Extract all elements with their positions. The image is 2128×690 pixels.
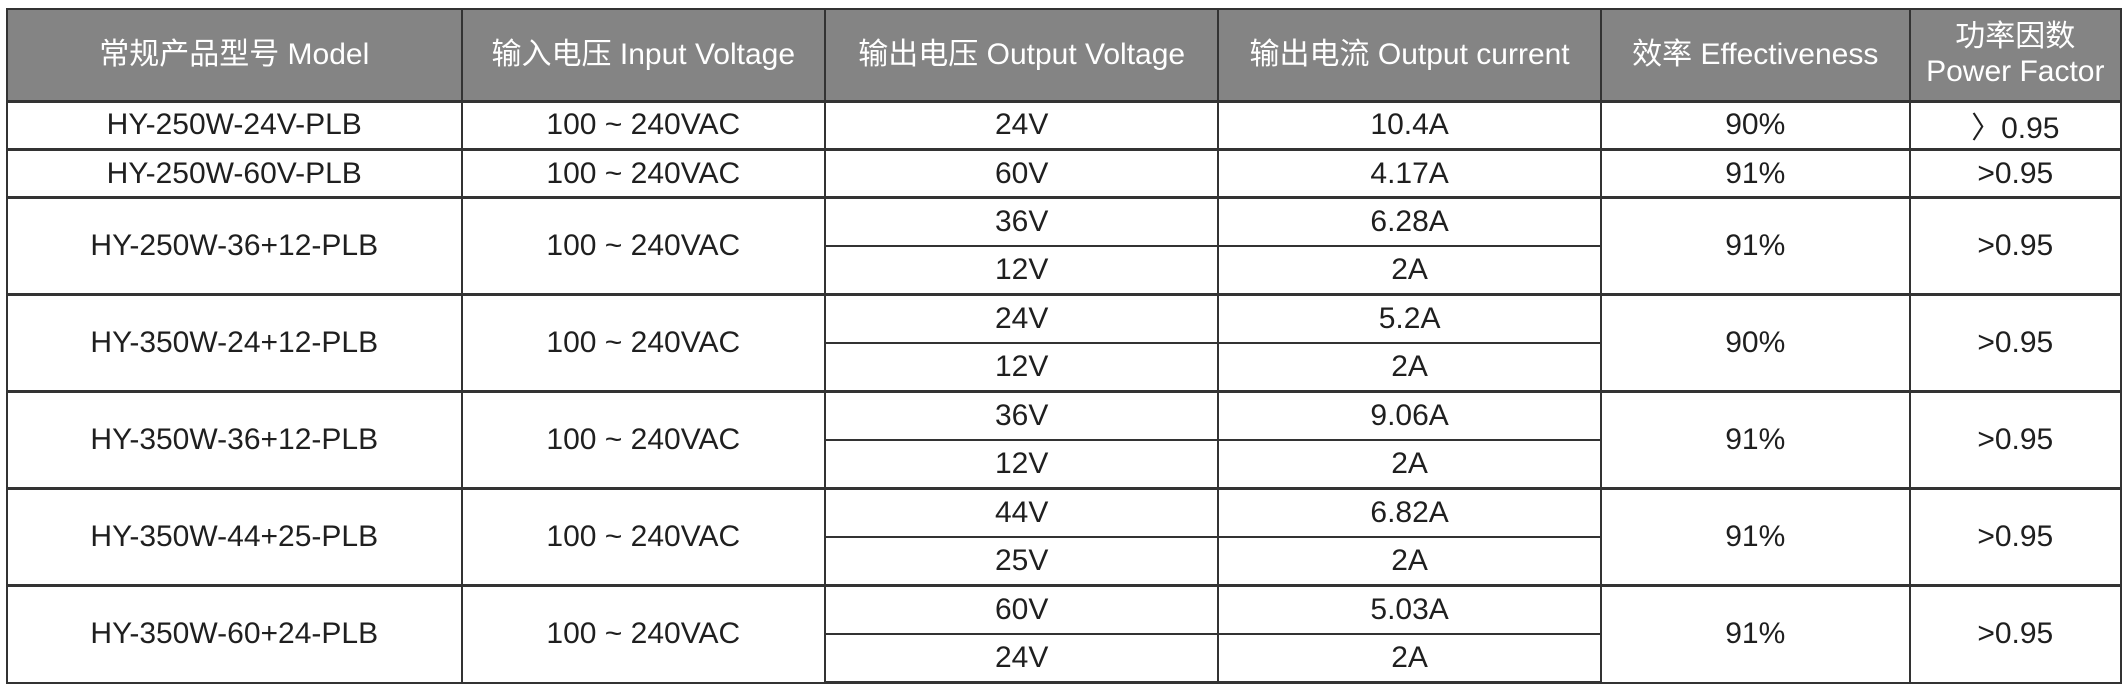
table-body: HY-250W-24V-PLB 100 ~ 240VAC 24V 10.4A 9… xyxy=(6,99,2123,684)
cell-input-voltage: 100 ~ 240VAC xyxy=(460,584,827,684)
spec-table-container: 常规产品型号 Model 输入电压 Input Voltage 输出电压 Out… xyxy=(6,8,2123,684)
cell-model: HY-250W-24V-PLB xyxy=(6,99,463,151)
cell-power-factor: 〉0.95 xyxy=(1908,99,2123,151)
table-row: HY-350W-24+12-PLB 100 ~ 240VAC 24V 5.2A … xyxy=(6,293,2123,393)
cell-effectiveness: 91% xyxy=(1599,390,1911,490)
cell-model: HY-350W-24+12-PLB xyxy=(6,293,463,393)
cell-output-current: 2A xyxy=(1217,245,1602,296)
cell-output-current: 2A xyxy=(1217,439,1602,490)
header-model: 常规产品型号 Model xyxy=(6,8,463,102)
cell-output-current: 6.28A xyxy=(1217,196,1602,248)
header-row: 常规产品型号 Model 输入电压 Input Voltage 输出电压 Out… xyxy=(6,8,2123,102)
cell-output-voltage: 24V xyxy=(824,293,1220,345)
header-output-current: 输出电流 Output current xyxy=(1217,8,1602,102)
cell-power-factor: >0.95 xyxy=(1908,390,2123,490)
cell-power-factor: >0.95 xyxy=(1908,487,2123,587)
cell-output-current: 5.2A xyxy=(1217,293,1602,345)
cell-output-current: 2A xyxy=(1217,342,1602,393)
cell-output-voltage: 12V xyxy=(824,245,1220,296)
cell-output-voltage: 24V xyxy=(824,632,1220,684)
cell-output-current: 10.4A xyxy=(1217,99,1602,151)
cell-input-voltage: 100 ~ 240VAC xyxy=(460,147,827,199)
table-subrow: 25V 2A xyxy=(7,536,2121,587)
cell-output-voltage: 12V xyxy=(824,342,1220,393)
cell-input-voltage: 100 ~ 240VAC xyxy=(460,390,827,490)
table-subrow: 12V 2A xyxy=(7,439,2121,490)
cell-output-current: 2A xyxy=(1217,536,1602,587)
cell-output-current: 4.17A xyxy=(1217,147,1602,199)
table-row: HY-350W-44+25-PLB 100 ~ 240VAC 44V 6.82A… xyxy=(6,487,2123,587)
cell-model: HY-350W-60+24-PLB xyxy=(6,584,463,684)
table-header: 常规产品型号 Model 输入电压 Input Voltage 输出电压 Out… xyxy=(6,8,2123,102)
cell-input-voltage: 100 ~ 240VAC xyxy=(460,196,827,296)
table-subrow: 24V 2A xyxy=(7,632,2121,684)
table-subrow: 12V 2A xyxy=(7,245,2121,296)
cell-output-current: 9.06A xyxy=(1217,390,1602,442)
cell-output-current: 5.03A xyxy=(1217,584,1602,635)
cell-effectiveness: 91% xyxy=(1599,196,1911,296)
cell-power-factor: >0.95 xyxy=(1908,584,2123,684)
cell-output-voltage: 36V xyxy=(824,390,1220,442)
table-row: HY-250W-36+12-PLB 100 ~ 240VAC 36V 6.28A… xyxy=(6,196,2123,296)
cell-power-factor: >0.95 xyxy=(1908,293,2123,393)
header-power-factor-zh: 功率因数 xyxy=(1955,20,2076,54)
cell-output-voltage: 44V xyxy=(824,487,1220,539)
cell-model: HY-350W-44+25-PLB xyxy=(6,487,463,587)
header-power-factor-en: Power Factor xyxy=(1926,54,2105,88)
table-subrow: 12V 2A xyxy=(7,342,2121,393)
power-supply-spec-table: 常规产品型号 Model 输入电压 Input Voltage 输出电压 Out… xyxy=(6,8,2123,684)
table-row: HY-250W-24V-PLB 100 ~ 240VAC 24V 10.4A 9… xyxy=(6,99,2123,151)
header-input-voltage: 输入电压 Input Voltage xyxy=(460,8,827,102)
cell-model: HY-350W-36+12-PLB xyxy=(6,390,463,490)
cell-input-voltage: 100 ~ 240VAC xyxy=(460,99,827,151)
header-output-voltage: 输出电压 Output Voltage xyxy=(824,8,1220,102)
cell-output-voltage: 60V xyxy=(824,147,1220,199)
cell-effectiveness: 91% xyxy=(1599,584,1911,684)
cell-model: HY-250W-60V-PLB xyxy=(6,147,463,199)
cell-power-factor: >0.95 xyxy=(1908,147,2123,199)
cell-output-voltage: 60V xyxy=(824,584,1220,635)
header-effectiveness: 效率 Effectiveness xyxy=(1599,8,1911,102)
cell-effectiveness: 90% xyxy=(1599,99,1911,151)
cell-output-current: 6.82A xyxy=(1217,487,1602,539)
cell-effectiveness: 91% xyxy=(1599,147,1911,199)
cell-output-voltage: 12V xyxy=(824,439,1220,490)
cell-output-voltage: 24V xyxy=(824,99,1220,151)
cell-input-voltage: 100 ~ 240VAC xyxy=(460,293,827,393)
cell-input-voltage: 100 ~ 240VAC xyxy=(460,487,827,587)
table-row: HY-350W-36+12-PLB 100 ~ 240VAC 36V 9.06A… xyxy=(6,390,2123,490)
cell-model: HY-250W-36+12-PLB xyxy=(6,196,463,296)
header-power-factor: 功率因数 Power Factor xyxy=(1908,8,2123,102)
cell-output-current: 2A xyxy=(1217,632,1602,684)
cell-effectiveness: 91% xyxy=(1599,487,1911,587)
cell-output-voltage: 25V xyxy=(824,536,1220,587)
cell-power-factor: >0.95 xyxy=(1908,196,2123,296)
cell-effectiveness: 90% xyxy=(1599,293,1911,393)
table-row: HY-250W-60V-PLB 100 ~ 240VAC 60V 4.17A 9… xyxy=(6,147,2123,199)
table-row: HY-350W-60+24-PLB 100 ~ 240VAC 60V 5.03A… xyxy=(6,584,2123,684)
cell-output-voltage: 36V xyxy=(824,196,1220,248)
